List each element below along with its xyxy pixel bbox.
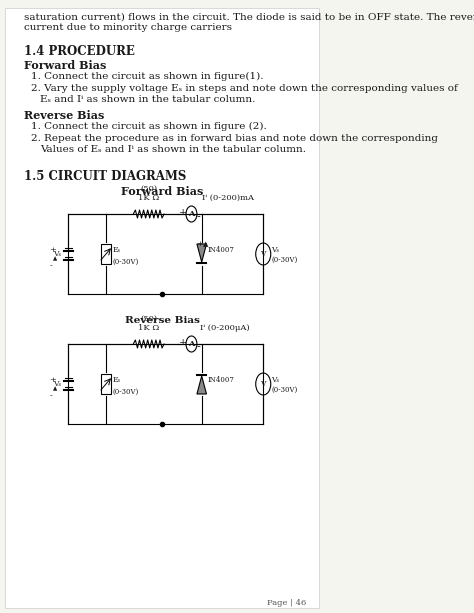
Text: current due to minority charge carriers: current due to minority charge carriers xyxy=(24,23,232,32)
FancyBboxPatch shape xyxy=(100,244,111,264)
Text: -: - xyxy=(49,392,52,400)
Text: 1.4 PROCEDURE: 1.4 PROCEDURE xyxy=(24,45,135,58)
Text: +: + xyxy=(178,207,187,216)
Text: V: V xyxy=(261,250,266,258)
Text: (0-30V): (0-30V) xyxy=(272,256,298,264)
Text: Page | 46: Page | 46 xyxy=(267,599,306,607)
Text: IN4007: IN4007 xyxy=(208,376,235,384)
Text: ▲: ▲ xyxy=(54,386,57,391)
Text: (50)
1K Ω: (50) 1K Ω xyxy=(138,315,159,332)
Text: Reverse Bias: Reverse Bias xyxy=(24,110,104,121)
Text: Vₛ: Vₛ xyxy=(272,246,280,254)
Text: Forward Bias: Forward Bias xyxy=(24,60,106,71)
Text: IN4007: IN4007 xyxy=(208,246,235,254)
Text: -: - xyxy=(49,262,52,270)
Text: ▲: ▲ xyxy=(203,240,209,248)
Text: A: A xyxy=(188,340,195,348)
Text: (0-30V): (0-30V) xyxy=(113,388,139,396)
Text: Vₛ: Vₛ xyxy=(272,376,280,384)
Text: -: - xyxy=(196,342,200,352)
Text: Eₛ: Eₛ xyxy=(113,246,121,254)
Text: Values of Eₛ and Iⁱ as shown in the tabular column.: Values of Eₛ and Iⁱ as shown in the tabu… xyxy=(40,145,306,154)
Text: 2. Repeat the procedure as in forward bias and note down the corresponding: 2. Repeat the procedure as in forward bi… xyxy=(31,134,438,143)
Text: Iⁱ (0-200μA): Iⁱ (0-200μA) xyxy=(200,324,249,332)
Text: Reverse Bias: Reverse Bias xyxy=(125,316,200,325)
Text: ▲: ▲ xyxy=(54,256,57,261)
Text: +: + xyxy=(196,240,203,248)
Text: Vₛ: Vₛ xyxy=(54,380,62,388)
Text: 2. Vary the supply voltage Eₛ in steps and note down the corresponding values of: 2. Vary the supply voltage Eₛ in steps a… xyxy=(31,84,457,93)
Text: 1. Connect the circuit as shown in figure(1).: 1. Connect the circuit as shown in figur… xyxy=(31,72,263,81)
Text: (50)
1K Ω: (50) 1K Ω xyxy=(138,185,159,202)
FancyBboxPatch shape xyxy=(100,374,111,394)
Text: (0-30V): (0-30V) xyxy=(272,386,298,394)
Text: 1. Connect the circuit as shown in figure (2).: 1. Connect the circuit as shown in figur… xyxy=(31,122,266,131)
Polygon shape xyxy=(197,244,207,262)
Text: Iⁱ (0-200)mA: Iⁱ (0-200)mA xyxy=(202,194,254,202)
Polygon shape xyxy=(197,376,207,394)
Text: Vₛ: Vₛ xyxy=(54,250,62,258)
Text: +: + xyxy=(49,376,56,384)
Text: +: + xyxy=(49,246,56,254)
Text: (0-30V): (0-30V) xyxy=(113,258,139,266)
Text: Forward Bias: Forward Bias xyxy=(121,186,203,197)
Text: 1.5 CIRCUIT DIAGRAMS: 1.5 CIRCUIT DIAGRAMS xyxy=(24,170,186,183)
Text: Eₛ: Eₛ xyxy=(113,376,121,384)
Text: Eₛ and Iⁱ as shown in the tabular column.: Eₛ and Iⁱ as shown in the tabular column… xyxy=(40,95,255,104)
Text: +: + xyxy=(178,338,187,346)
Text: saturation current) flows in the circuit. The diode is said to be in OFF state. : saturation current) flows in the circuit… xyxy=(24,13,474,22)
Text: -: - xyxy=(196,212,200,222)
FancyBboxPatch shape xyxy=(6,8,319,608)
Text: V: V xyxy=(261,380,266,388)
Text: A: A xyxy=(188,210,195,218)
